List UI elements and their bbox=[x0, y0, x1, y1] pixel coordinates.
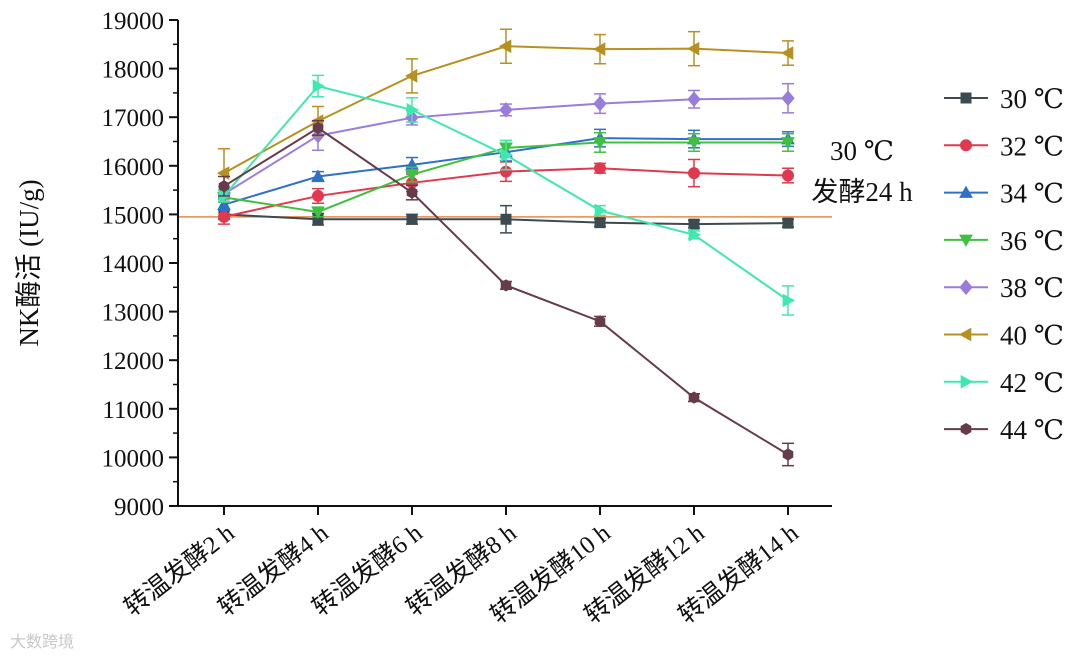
legend-item: 32 ℃ bbox=[944, 131, 1064, 161]
data-point bbox=[404, 69, 418, 83]
data-point bbox=[593, 95, 607, 112]
data-point bbox=[406, 103, 420, 117]
data-point bbox=[781, 137, 795, 150]
legend-marker bbox=[959, 279, 973, 295]
legend-marker bbox=[959, 234, 973, 247]
data-point bbox=[312, 121, 324, 134]
data-point bbox=[405, 169, 419, 182]
watermark: 大数跨境 bbox=[10, 632, 75, 651]
data-point bbox=[592, 42, 606, 57]
data-point bbox=[312, 189, 324, 202]
data-point bbox=[499, 102, 513, 118]
series-32C bbox=[218, 158, 794, 225]
data-point bbox=[688, 167, 700, 180]
data-point bbox=[500, 279, 512, 292]
legend-item: 34 ℃ bbox=[944, 179, 1064, 209]
data-point bbox=[594, 217, 606, 229]
legend-label: 30 ℃ bbox=[1000, 84, 1064, 114]
y-tick-label: 10000 bbox=[102, 445, 165, 472]
series-44C bbox=[218, 119, 794, 467]
legend-label: 44 ℃ bbox=[1000, 415, 1064, 445]
legend-item: 36 ℃ bbox=[944, 226, 1064, 256]
y-tick-label: 9000 bbox=[114, 494, 164, 521]
y-tick-label: 12000 bbox=[102, 348, 165, 375]
data-point bbox=[782, 448, 794, 461]
data-point bbox=[500, 213, 512, 225]
legend-label: 32 ℃ bbox=[1000, 131, 1064, 161]
data-point bbox=[311, 206, 325, 219]
y-tick-label: 11000 bbox=[102, 397, 164, 424]
legend-label: 42 ℃ bbox=[1000, 368, 1064, 398]
data-point bbox=[594, 203, 608, 218]
data-point bbox=[311, 169, 325, 182]
legend-marker bbox=[960, 139, 972, 152]
data-point bbox=[782, 217, 794, 229]
annotation: 30 ℃ 发酵24 h bbox=[811, 136, 913, 207]
y-axis-title: NK酶活 (IU/g) bbox=[14, 179, 44, 346]
data-point bbox=[500, 148, 514, 162]
legend-label: 40 ℃ bbox=[1000, 321, 1064, 351]
data-point bbox=[218, 180, 230, 193]
data-point bbox=[782, 169, 794, 182]
y-tick-label: 17000 bbox=[102, 105, 165, 132]
y-tick-label: 15000 bbox=[102, 202, 165, 229]
legend-item: 38 ℃ bbox=[944, 273, 1064, 303]
legend-label: 34 ℃ bbox=[1000, 179, 1064, 209]
data-point bbox=[780, 46, 794, 60]
data-point bbox=[688, 218, 700, 230]
data-point bbox=[687, 91, 701, 107]
annotation-line-1: 30 ℃ bbox=[830, 136, 894, 166]
legend: 30 ℃ 32 ℃ 34 ℃ 36 ℃ 38 ℃ 40 ℃ 42 ℃ 44 ℃ bbox=[944, 84, 1064, 445]
legend-marker bbox=[960, 374, 974, 389]
series-line bbox=[223, 84, 789, 302]
data-point bbox=[312, 79, 326, 93]
data-point bbox=[406, 213, 418, 225]
data-point bbox=[782, 293, 796, 308]
legend-item: 40 ℃ bbox=[944, 321, 1064, 351]
legend-label: 38 ℃ bbox=[1000, 273, 1064, 303]
legend-item: 30 ℃ bbox=[944, 84, 1064, 114]
legend-item: 44 ℃ bbox=[944, 415, 1064, 445]
annotation-line-2: 发酵24 h bbox=[811, 177, 913, 207]
data-point bbox=[688, 391, 700, 404]
data-point bbox=[498, 39, 512, 54]
legend-marker bbox=[960, 423, 972, 436]
data-point bbox=[594, 315, 606, 328]
data-point bbox=[781, 90, 795, 107]
series-layer bbox=[216, 28, 796, 467]
data-point bbox=[218, 210, 230, 223]
series-42C bbox=[218, 74, 796, 316]
data-point bbox=[594, 162, 606, 175]
y-tick-label: 14000 bbox=[102, 251, 165, 278]
y-tick-label: 18000 bbox=[102, 57, 165, 84]
data-point bbox=[687, 137, 701, 150]
legend-item: 42 ℃ bbox=[944, 368, 1064, 398]
legend-label: 36 ℃ bbox=[1000, 226, 1064, 256]
data-point bbox=[686, 41, 700, 56]
data-point bbox=[406, 186, 418, 199]
legend-marker bbox=[959, 185, 973, 198]
axes: 9000 10000 11000 12000 13000 14000 15000 16000 1… bbox=[102, 8, 832, 629]
y-tick-label: 19000 bbox=[102, 8, 165, 35]
y-tick-label: 13000 bbox=[102, 300, 165, 327]
data-point bbox=[688, 227, 702, 242]
legend-marker bbox=[958, 327, 972, 342]
data-point bbox=[593, 137, 607, 150]
y-tick-label: 16000 bbox=[102, 154, 165, 181]
legend-marker bbox=[960, 92, 972, 104]
